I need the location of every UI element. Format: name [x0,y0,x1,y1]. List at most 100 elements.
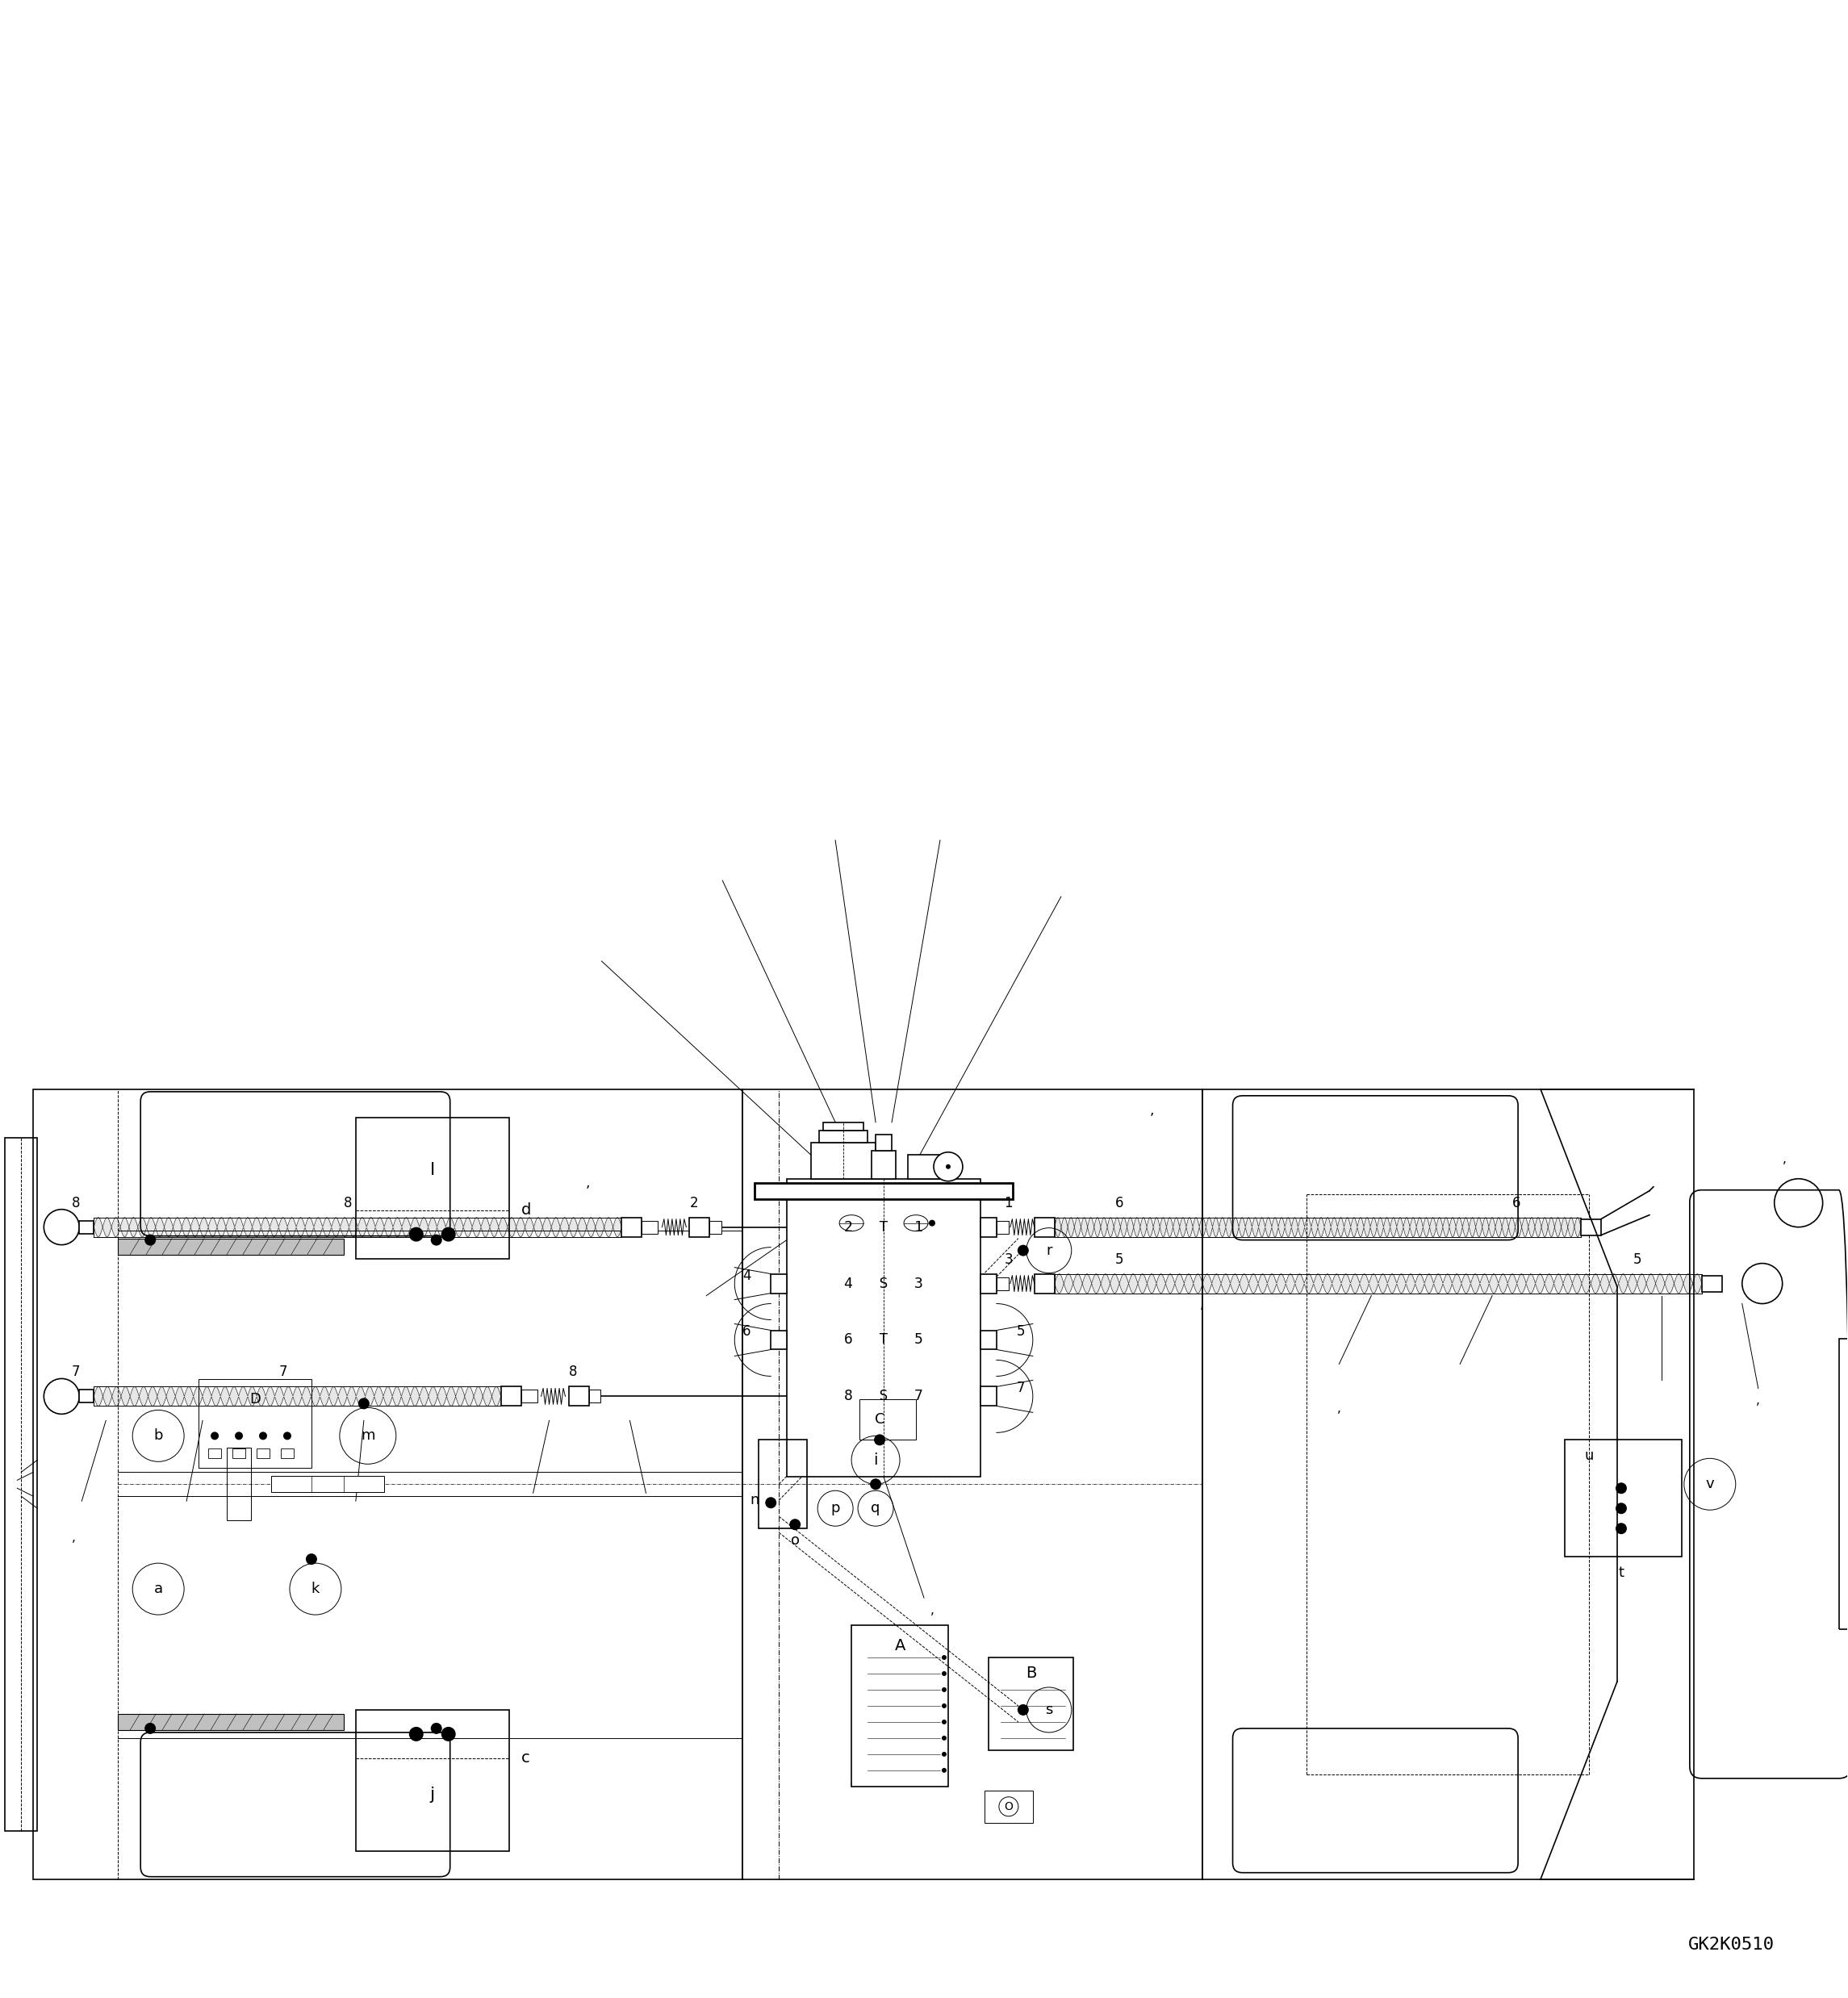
Bar [641,1221,658,1233]
Bar [981,1217,996,1237]
Text: c: c [521,1750,530,1766]
Text: 8: 8 [344,1195,351,1211]
Text: 7: 7 [1016,1381,1026,1395]
Bar [1035,1217,1055,1237]
Bar [710,1221,723,1233]
Circle shape [144,1722,155,1734]
Bar [227,1449,251,1520]
Bar [981,1331,996,1349]
Bar [859,1399,917,1441]
Circle shape [942,1654,946,1660]
Circle shape [942,1670,946,1676]
Text: r: r [1046,1243,1052,1257]
Bar [822,1123,863,1131]
Bar [876,1135,893,1151]
Circle shape [259,1433,268,1441]
Text: 7: 7 [72,1365,79,1379]
Text: 1: 1 [1003,1195,1013,1211]
Text: p: p [832,1500,841,1516]
Text: 2: 2 [689,1195,699,1211]
Bar [771,1275,787,1293]
Bar [118,1239,344,1255]
Bar [198,1379,312,1469]
Text: u: u [1584,1449,1593,1463]
Circle shape [359,1399,370,1409]
Text: C: C [874,1413,885,1427]
Text: a: a [153,1582,163,1596]
Bar [787,1179,981,1477]
Text: 6: 6 [1512,1195,1521,1211]
Bar [981,1275,996,1293]
Text: 8: 8 [569,1365,578,1379]
Text: 5: 5 [1634,1253,1641,1267]
Bar [209,1449,222,1459]
Text: A: A [894,1638,906,1652]
Text: ,: , [930,1604,933,1616]
Text: s: s [1046,1702,1053,1716]
Bar [907,1155,941,1179]
Circle shape [431,1722,442,1734]
Bar [811,1143,876,1179]
Bar [357,1117,508,1259]
Bar [852,1624,948,1786]
Bar [1565,1441,1682,1556]
Bar [233,1449,246,1459]
Circle shape [942,1768,946,1772]
Bar [590,1391,601,1403]
Text: ,: , [586,1175,590,1191]
Circle shape [44,1379,79,1415]
Text: 5: 5 [1114,1253,1124,1267]
Bar [1035,1275,1055,1293]
Text: D: D [249,1393,261,1407]
Circle shape [1018,1245,1029,1257]
Text: d: d [521,1203,530,1219]
Bar [79,1391,94,1403]
Circle shape [874,1435,885,1445]
Bar [357,1710,508,1850]
Bar [989,1658,1074,1750]
Text: q: q [870,1500,880,1516]
Circle shape [235,1433,242,1441]
Bar [79,1221,94,1233]
Text: ,: , [1756,1395,1759,1407]
Text: n: n [750,1493,760,1508]
Circle shape [942,1752,946,1756]
Text: ,: , [1149,1103,1153,1117]
Text: ,: , [1199,1299,1205,1311]
Circle shape [283,1433,292,1441]
Circle shape [765,1497,776,1508]
Text: B: B [1026,1666,1037,1680]
Text: 6: 6 [1114,1195,1124,1211]
Circle shape [933,1153,963,1181]
Bar [754,1183,1013,1199]
Text: i: i [874,1453,878,1469]
Text: GK2K0510: GK2K0510 [1687,1936,1774,1952]
Text: O: O [1003,1800,1013,1812]
Text: ,: , [1338,1403,1342,1415]
Text: 2   T   1: 2 T 1 [845,1221,924,1235]
Circle shape [942,1720,946,1724]
Circle shape [442,1726,456,1742]
Circle shape [1774,1179,1822,1227]
Circle shape [442,1227,456,1241]
Bar [1702,1275,1722,1291]
Text: 6   T   5: 6 T 5 [845,1333,924,1347]
Circle shape [930,1221,935,1227]
Text: 7: 7 [279,1365,288,1379]
Text: t: t [1619,1566,1624,1580]
Circle shape [1018,1704,1029,1716]
Bar [996,1277,1009,1291]
Circle shape [211,1433,218,1441]
Text: k: k [310,1582,320,1596]
Bar [621,1217,641,1237]
Circle shape [789,1518,800,1530]
Bar [569,1387,590,1407]
Circle shape [942,1686,946,1692]
Text: 4   S   3: 4 S 3 [845,1277,924,1291]
Text: l: l [431,1161,434,1179]
Text: 4: 4 [743,1269,750,1283]
Bar [743,1089,1201,1878]
Bar [521,1391,538,1403]
Bar [33,1089,743,1878]
Bar [872,1151,896,1179]
